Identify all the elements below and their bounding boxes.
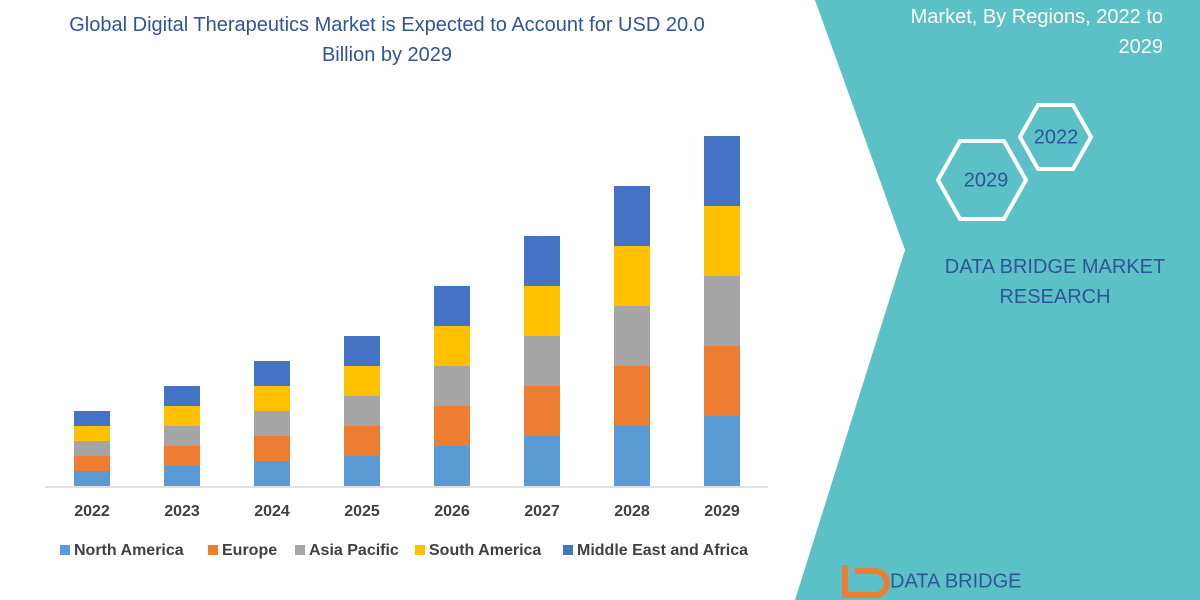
bar-segment: [164, 426, 200, 446]
bar-segment: [704, 416, 740, 486]
brand: DATA BRIDGE MARKET RESEARCH: [944, 256, 1166, 308]
x-tick-label: 2025: [344, 503, 380, 520]
bar-segment: [524, 236, 560, 286]
legend-label: Asia Pacific: [309, 542, 399, 559]
bar-segment: [254, 386, 290, 411]
chart-title: Global Digital Therapeutics Market is Ex…: [69, 14, 705, 66]
x-tick-label: 2026: [434, 503, 470, 520]
bar-segment: [704, 346, 740, 416]
bar-segment: [704, 276, 740, 346]
legend-label: South America: [429, 542, 541, 559]
legend-swatch: [60, 545, 70, 555]
bar-segment: [704, 136, 740, 206]
bar-segment: [344, 456, 380, 486]
legend-swatch: [415, 545, 425, 555]
hexagon: [935, 139, 1029, 221]
x-tick-label: 2022: [74, 503, 110, 520]
x-tick-label: 2023: [164, 503, 200, 520]
bar-segment: [524, 436, 560, 486]
x-tick-label: 2027: [524, 503, 560, 520]
bar-segment: [164, 386, 200, 406]
badge: 2029: [964, 169, 1009, 191]
logo-mark: [842, 565, 890, 598]
bar-segment: [74, 426, 110, 441]
bar-segment: [434, 446, 470, 486]
bar-segment: [524, 336, 560, 386]
bar-segment: [344, 396, 380, 426]
badge: 2022: [1034, 126, 1079, 148]
bar-segment: [74, 471, 110, 486]
legend-swatch: [208, 545, 218, 555]
x-tick-label: 2029: [704, 503, 740, 520]
bar-segment: [614, 246, 650, 306]
side-panel: [795, 0, 1200, 600]
legend-label: Europe: [222, 542, 277, 559]
bar-segment: [74, 441, 110, 456]
logo: DATA BRIDGE: [890, 570, 1022, 592]
brand-box: DATA BRIDGE MARKET RESEARCH: [944, 256, 1166, 308]
bar-segment: [434, 366, 470, 406]
bar-segment: [254, 411, 290, 436]
bar-segment: [254, 461, 290, 486]
bar-segment: [614, 366, 650, 426]
bar-segment: [254, 436, 290, 461]
subtitle: Market, By Regions, 2022 to 2029: [911, 6, 1163, 58]
bar-segment: [524, 386, 560, 436]
bar-segment: [74, 411, 110, 426]
legend-swatch: [295, 545, 305, 555]
x-tick-label: 2028: [614, 503, 650, 520]
legend-swatch: [563, 545, 573, 555]
bar-segment: [434, 406, 470, 446]
bar-segment: [614, 186, 650, 246]
legend-label: Middle East and Africa: [577, 542, 748, 559]
bar-segment: [74, 456, 110, 471]
bar-segment: [344, 366, 380, 396]
bar-segment: [524, 286, 560, 336]
bar-segment: [164, 406, 200, 426]
bar-segment: [344, 426, 380, 456]
bar-segment: [434, 286, 470, 326]
bar-segment: [164, 466, 200, 486]
bar-segment: [344, 336, 380, 366]
legend-label: North America: [74, 542, 184, 559]
bar-segment: [614, 426, 650, 486]
x-tick-label: 2024: [254, 503, 290, 520]
bar-segment: [164, 446, 200, 466]
bar-segment: [254, 361, 290, 386]
hexagon: [1017, 103, 1094, 171]
bar-segment: [434, 326, 470, 366]
bar-segment: [614, 306, 650, 366]
bar-segment: [704, 206, 740, 276]
